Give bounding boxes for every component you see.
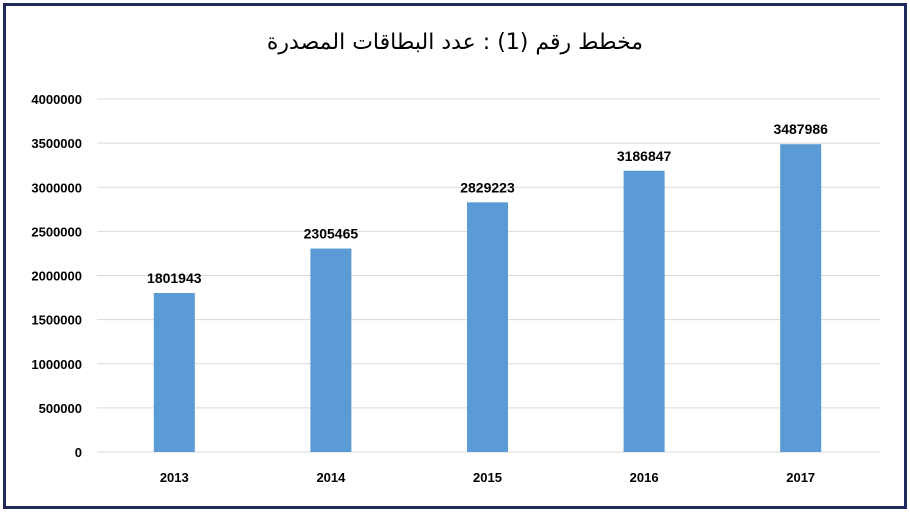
y-tick-label: 500000	[39, 401, 82, 416]
x-tick-label: 2017	[786, 470, 815, 485]
y-tick-label: 2000000	[31, 269, 82, 284]
y-tick-label: 0	[75, 445, 82, 460]
data-label: 1801943	[147, 270, 202, 286]
y-tick-label: 1000000	[31, 357, 82, 372]
bar	[623, 170, 665, 453]
bar	[467, 202, 508, 452]
data-label: 3186847	[617, 148, 672, 164]
x-tick-label: 2014	[316, 470, 346, 485]
data-label: 3487986	[773, 121, 828, 137]
data-label: 2305465	[304, 226, 359, 242]
x-tick-label: 2015	[473, 470, 502, 485]
chart-title: مخطط رقم (1) : عدد البطاقات المصدرة	[266, 30, 644, 55]
y-tick-label: 1500000	[31, 313, 82, 328]
y-tick-label: 3000000	[31, 180, 82, 195]
x-tick-label: 2013	[160, 470, 189, 485]
x-tick-label: 2016	[630, 470, 659, 485]
chart-frame	[3, 3, 907, 509]
y-tick-label: 4000000	[31, 92, 82, 107]
data-label: 2829223	[460, 179, 515, 195]
y-tick-label: 2500000	[31, 224, 82, 239]
bar	[780, 144, 822, 452]
bar	[310, 248, 352, 452]
bar	[153, 292, 195, 452]
y-tick-label: 3500000	[31, 136, 82, 151]
